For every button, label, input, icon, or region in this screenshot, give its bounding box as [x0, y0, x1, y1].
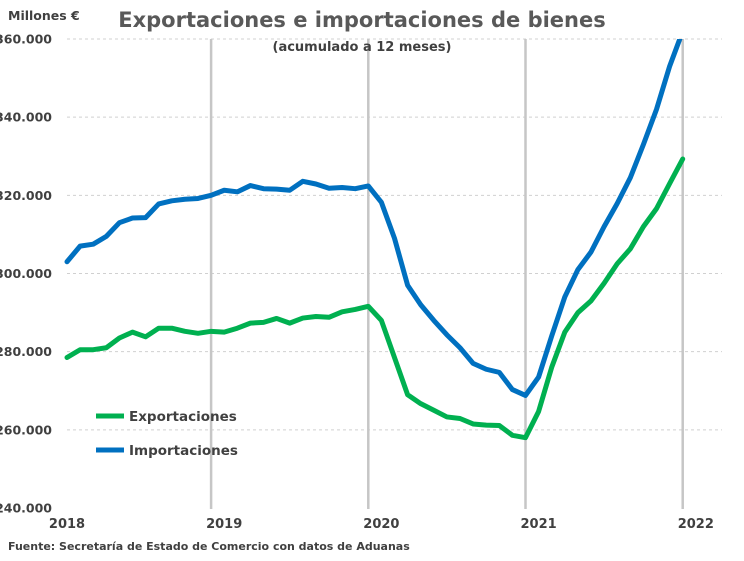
legend-label-exportaciones: Exportaciones — [129, 409, 237, 425]
chart-title: Exportaciones e importaciones de bienes — [118, 8, 605, 32]
y-tick-label: 340.000 — [0, 110, 52, 125]
year-separators — [209, 39, 684, 509]
y-axis-ticks: 240.000 260.000 280.000 300.000 320.000 340.0… — [0, 32, 52, 516]
y-tick-label: 300.000 — [0, 266, 52, 281]
y-tick-label: 360.000 — [0, 32, 52, 47]
source-note: Fuente: Secretaría de Estado de Comercio… — [8, 540, 410, 553]
chart-subtitle: (acumulado a 12 meses) — [273, 40, 452, 55]
x-tick-label: 2020 — [363, 517, 399, 532]
y-axis-unit: Millones € — [8, 8, 80, 23]
y-tick-label: 320.000 — [0, 188, 52, 203]
y-tick-label: 240.000 — [0, 501, 52, 516]
x-tick-label: 2019 — [206, 517, 242, 532]
x-tick-label: 2018 — [49, 517, 85, 532]
series-lines — [64, 39, 686, 441]
legend: Exportaciones Importaciones — [96, 409, 238, 459]
legend-label-importaciones: Importaciones — [129, 443, 238, 459]
series-line-importaciones — [64, 39, 683, 398]
gridlines — [67, 38, 722, 431]
y-tick-label: 260.000 — [0, 422, 52, 437]
x-tick-label: 2022 — [678, 517, 714, 532]
series-line-exportaciones — [64, 156, 686, 441]
x-tick-label: 2021 — [521, 517, 557, 532]
x-axis-ticks: 2018 2019 2020 2021 2022 — [49, 517, 714, 532]
y-tick-label: 280.000 — [0, 344, 52, 359]
